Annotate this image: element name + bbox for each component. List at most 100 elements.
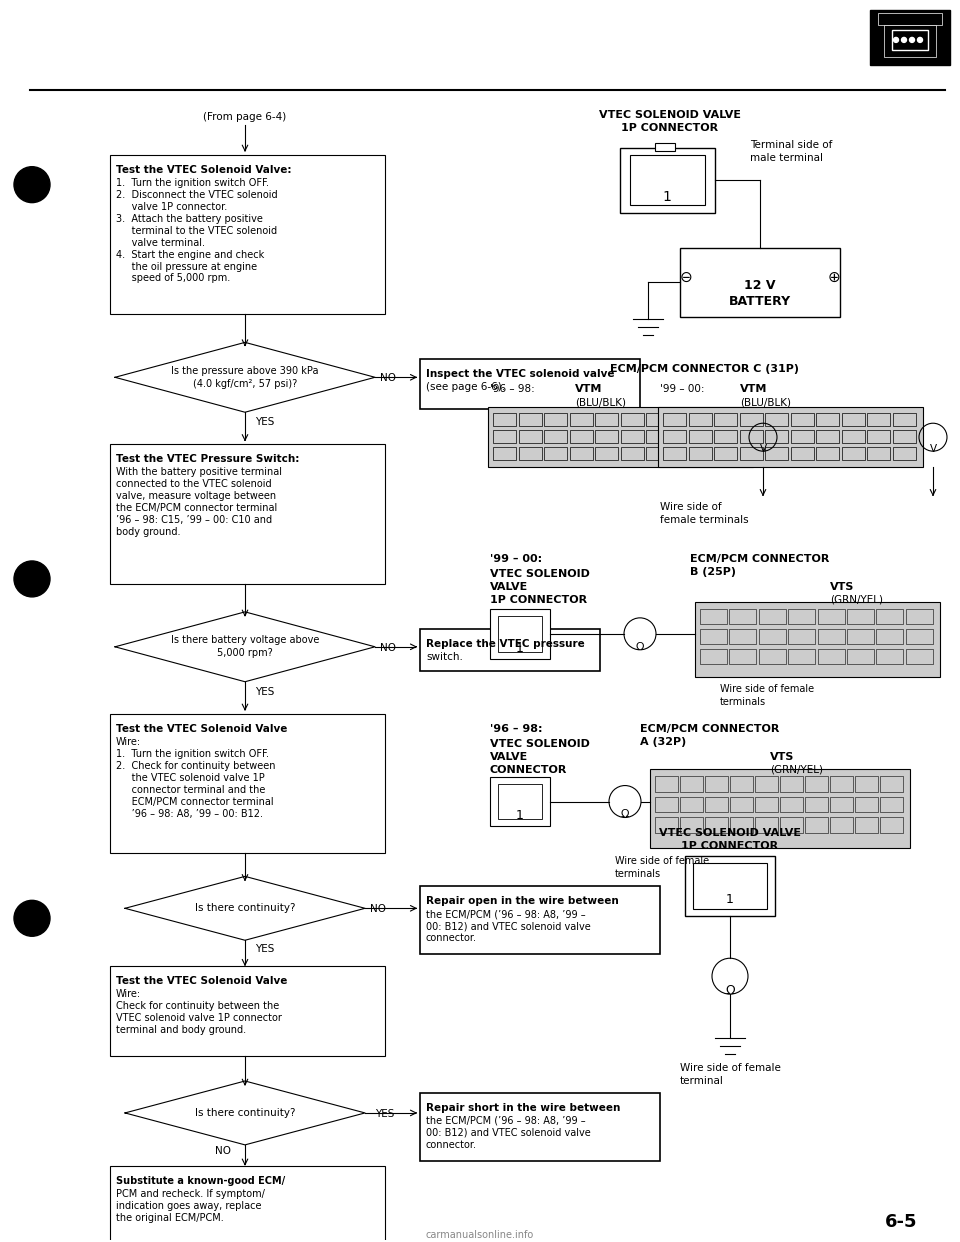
Text: body ground.: body ground. bbox=[116, 527, 180, 537]
FancyBboxPatch shape bbox=[697, 430, 720, 443]
Text: VTEC SOLENOID VALVE: VTEC SOLENOID VALVE bbox=[599, 109, 741, 119]
FancyBboxPatch shape bbox=[790, 414, 813, 426]
Text: ⊕: ⊕ bbox=[828, 270, 840, 284]
Text: the ECM/PCM (’96 – 98: A8, ’99 –: the ECM/PCM (’96 – 98: A8, ’99 – bbox=[426, 909, 586, 919]
Text: '96 – 98:: '96 – 98: bbox=[490, 724, 542, 734]
FancyBboxPatch shape bbox=[723, 447, 746, 460]
Text: Is there continuity?: Is there continuity? bbox=[195, 1108, 296, 1118]
Text: the original ECM/PCM.: the original ECM/PCM. bbox=[116, 1212, 224, 1223]
Text: VTEC solenoid valve 1P connector: VTEC solenoid valve 1P connector bbox=[116, 1013, 282, 1023]
Text: 3.  Attach the battery positive: 3. Attach the battery positive bbox=[116, 214, 263, 224]
FancyBboxPatch shape bbox=[700, 628, 727, 643]
FancyBboxPatch shape bbox=[498, 784, 542, 820]
FancyBboxPatch shape bbox=[488, 407, 753, 467]
FancyBboxPatch shape bbox=[700, 648, 727, 663]
FancyBboxPatch shape bbox=[646, 430, 669, 443]
FancyBboxPatch shape bbox=[816, 430, 839, 443]
FancyBboxPatch shape bbox=[493, 414, 516, 426]
Text: Check for continuity between the: Check for continuity between the bbox=[116, 1001, 279, 1011]
FancyBboxPatch shape bbox=[569, 430, 592, 443]
FancyBboxPatch shape bbox=[818, 609, 845, 623]
Text: B (25P): B (25P) bbox=[690, 566, 736, 578]
FancyBboxPatch shape bbox=[714, 447, 737, 460]
FancyBboxPatch shape bbox=[867, 447, 890, 460]
Text: '96 – 98:: '96 – 98: bbox=[490, 384, 535, 394]
FancyBboxPatch shape bbox=[905, 628, 932, 643]
FancyBboxPatch shape bbox=[818, 648, 845, 663]
FancyBboxPatch shape bbox=[630, 155, 705, 205]
FancyBboxPatch shape bbox=[780, 817, 803, 833]
FancyBboxPatch shape bbox=[646, 447, 669, 460]
Text: the VTEC solenoid valve 1P: the VTEC solenoid valve 1P bbox=[116, 773, 265, 782]
FancyBboxPatch shape bbox=[867, 414, 890, 426]
Circle shape bbox=[14, 561, 50, 597]
FancyBboxPatch shape bbox=[518, 447, 541, 460]
Text: female terminals: female terminals bbox=[660, 515, 749, 525]
Text: 4.  Start the engine and check: 4. Start the engine and check bbox=[116, 250, 264, 260]
FancyBboxPatch shape bbox=[420, 628, 600, 671]
Text: (BLU/BLK): (BLU/BLK) bbox=[740, 397, 791, 407]
FancyBboxPatch shape bbox=[569, 414, 592, 426]
FancyBboxPatch shape bbox=[705, 817, 728, 833]
FancyBboxPatch shape bbox=[842, 447, 865, 460]
FancyBboxPatch shape bbox=[847, 648, 874, 663]
Text: Wire:: Wire: bbox=[116, 737, 141, 746]
FancyBboxPatch shape bbox=[805, 796, 828, 812]
FancyBboxPatch shape bbox=[830, 796, 853, 812]
FancyBboxPatch shape bbox=[693, 863, 767, 909]
Text: Terminal side of: Terminal side of bbox=[750, 140, 832, 150]
FancyBboxPatch shape bbox=[110, 1166, 385, 1241]
Text: the oil pressure at engine: the oil pressure at engine bbox=[116, 262, 257, 272]
Text: Inspect the VTEC solenoid valve: Inspect the VTEC solenoid valve bbox=[426, 369, 614, 379]
FancyBboxPatch shape bbox=[805, 817, 828, 833]
FancyBboxPatch shape bbox=[697, 414, 720, 426]
Text: A (32P): A (32P) bbox=[640, 737, 686, 746]
FancyBboxPatch shape bbox=[493, 447, 516, 460]
Text: VTM: VTM bbox=[740, 384, 767, 394]
FancyBboxPatch shape bbox=[730, 628, 756, 643]
FancyBboxPatch shape bbox=[110, 966, 385, 1056]
Circle shape bbox=[894, 37, 899, 42]
FancyBboxPatch shape bbox=[663, 447, 686, 460]
Text: 1.  Turn the ignition switch OFF.: 1. Turn the ignition switch OFF. bbox=[116, 749, 269, 759]
Text: Ω: Ω bbox=[636, 642, 644, 652]
FancyBboxPatch shape bbox=[765, 447, 788, 460]
Text: VTM: VTM bbox=[575, 384, 602, 394]
FancyBboxPatch shape bbox=[714, 414, 737, 426]
FancyBboxPatch shape bbox=[671, 414, 694, 426]
FancyBboxPatch shape bbox=[658, 407, 923, 467]
Polygon shape bbox=[125, 877, 365, 940]
FancyBboxPatch shape bbox=[620, 148, 715, 212]
FancyBboxPatch shape bbox=[730, 775, 753, 791]
Text: V: V bbox=[759, 445, 767, 455]
FancyBboxPatch shape bbox=[893, 447, 916, 460]
FancyBboxPatch shape bbox=[490, 776, 550, 826]
FancyBboxPatch shape bbox=[816, 414, 839, 426]
Text: 2.  Check for continuity between: 2. Check for continuity between bbox=[116, 760, 276, 770]
FancyBboxPatch shape bbox=[685, 857, 775, 917]
FancyBboxPatch shape bbox=[671, 447, 694, 460]
Text: 1: 1 bbox=[516, 642, 524, 655]
FancyBboxPatch shape bbox=[876, 648, 903, 663]
FancyBboxPatch shape bbox=[620, 430, 643, 443]
FancyBboxPatch shape bbox=[680, 775, 703, 791]
Text: ECM/PCM CONNECTOR: ECM/PCM CONNECTOR bbox=[640, 724, 780, 734]
Text: Wire side of female: Wire side of female bbox=[615, 857, 709, 867]
Text: Repair open in the wire between: Repair open in the wire between bbox=[426, 897, 619, 907]
Text: ▪▪▪▪: ▪▪▪▪ bbox=[897, 32, 924, 42]
Text: 1: 1 bbox=[516, 810, 524, 822]
Text: connector.: connector. bbox=[426, 1140, 477, 1150]
FancyBboxPatch shape bbox=[700, 609, 727, 623]
FancyBboxPatch shape bbox=[880, 817, 903, 833]
Text: terminal to the VTEC solenoid: terminal to the VTEC solenoid bbox=[116, 226, 277, 236]
FancyBboxPatch shape bbox=[892, 30, 928, 50]
Text: BATTERY: BATTERY bbox=[729, 296, 791, 308]
FancyBboxPatch shape bbox=[646, 414, 669, 426]
FancyBboxPatch shape bbox=[880, 796, 903, 812]
Text: connected to the VTEC solenoid: connected to the VTEC solenoid bbox=[116, 479, 272, 489]
FancyBboxPatch shape bbox=[780, 796, 803, 812]
FancyBboxPatch shape bbox=[855, 796, 878, 812]
FancyBboxPatch shape bbox=[755, 796, 778, 812]
Text: (GRN/YEL): (GRN/YEL) bbox=[830, 595, 883, 605]
FancyBboxPatch shape bbox=[855, 775, 878, 791]
